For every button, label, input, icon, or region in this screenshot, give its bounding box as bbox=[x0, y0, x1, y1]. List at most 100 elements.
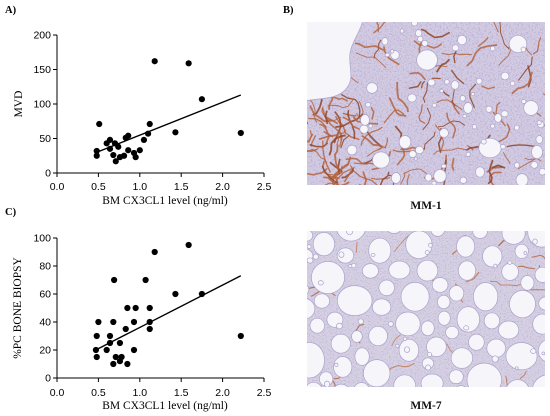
fat-cell bbox=[365, 102, 372, 108]
fat-cell bbox=[395, 311, 421, 337]
fat-cell bbox=[399, 28, 405, 34]
fat-cell bbox=[388, 260, 411, 280]
data-point bbox=[124, 360, 131, 368]
stained-vessel bbox=[383, 46, 400, 66]
fat-cell bbox=[462, 114, 467, 119]
stained-vessel bbox=[373, 39, 382, 59]
regression-line bbox=[98, 94, 242, 153]
fat-cell bbox=[538, 296, 545, 311]
x-tick-label: 0.0 bbox=[50, 387, 65, 399]
plot-area: 0 20 40 60 80 100 0.0 0.5 1.0 1.5 2.0 2.5 bbox=[33, 233, 271, 399]
fat-cell bbox=[416, 49, 438, 71]
data-point bbox=[146, 318, 153, 326]
fat-cell bbox=[457, 34, 467, 46]
fat-cell bbox=[468, 333, 485, 351]
fat-cell bbox=[307, 244, 312, 249]
fat-cell bbox=[370, 252, 376, 257]
fat-cell bbox=[403, 346, 411, 353]
stained-vessel bbox=[341, 94, 361, 118]
fat-cell bbox=[530, 348, 537, 354]
data-point bbox=[132, 304, 139, 312]
x-tick-label: 0.0 bbox=[50, 181, 65, 193]
fat-cell bbox=[530, 161, 539, 169]
fat-cell bbox=[333, 356, 353, 378]
fat-cell bbox=[520, 275, 535, 291]
fat-cell bbox=[466, 362, 502, 387]
data-point bbox=[185, 60, 192, 67]
data-point bbox=[130, 346, 138, 354]
fat-cell bbox=[408, 150, 417, 158]
data-point bbox=[130, 318, 138, 326]
fat-cell bbox=[424, 173, 433, 182]
stained-vessel bbox=[391, 334, 401, 347]
x-tick-label: 1.0 bbox=[132, 181, 147, 193]
stained-vessel bbox=[421, 28, 450, 39]
fat-cell bbox=[421, 39, 429, 47]
stained-vessel bbox=[327, 99, 354, 109]
fat-cell bbox=[475, 166, 485, 178]
stained-vessel bbox=[453, 50, 457, 64]
fat-cell bbox=[491, 355, 499, 363]
fat-cell bbox=[450, 347, 474, 369]
data-point bbox=[146, 304, 153, 312]
fat-cell bbox=[523, 250, 527, 255]
fat-cell bbox=[470, 92, 476, 97]
data-point bbox=[92, 346, 100, 354]
stained-vessel bbox=[337, 129, 347, 135]
fat-cell bbox=[336, 231, 366, 242]
fat-cell bbox=[387, 231, 401, 234]
stained-vessel bbox=[373, 22, 386, 34]
stained-vessel bbox=[307, 120, 308, 125]
fat-cell bbox=[371, 298, 392, 316]
stained-vessel bbox=[333, 144, 340, 171]
stained-vessel bbox=[343, 170, 352, 183]
fat-cell bbox=[400, 282, 430, 312]
fat-cell bbox=[537, 339, 545, 362]
data-point bbox=[106, 332, 114, 340]
stained-vessel bbox=[423, 131, 436, 150]
stained-vessel bbox=[466, 44, 498, 67]
stained-vessel bbox=[309, 142, 329, 148]
fat-cell bbox=[463, 102, 473, 114]
y-tick-label: 100 bbox=[33, 99, 51, 111]
fat-cell bbox=[523, 100, 539, 116]
panel-label-c: C) bbox=[5, 207, 17, 218]
fat-cell bbox=[426, 336, 447, 357]
stained-vessel bbox=[321, 165, 338, 184]
fat-cell bbox=[417, 35, 424, 43]
fat-cell bbox=[515, 366, 519, 370]
fat-cell bbox=[407, 93, 417, 103]
fat-cell bbox=[307, 284, 310, 295]
stained-vessel bbox=[489, 280, 524, 287]
marrow-cavity bbox=[307, 22, 363, 101]
fat-cell bbox=[534, 266, 545, 283]
stained-vessel bbox=[491, 164, 506, 169]
fat-cell bbox=[509, 290, 536, 319]
x-tick-label: 0.5 bbox=[91, 181, 106, 193]
fat-cell bbox=[536, 120, 542, 125]
fat-cell bbox=[420, 320, 435, 337]
stained-vessel bbox=[441, 52, 473, 56]
panel-label-a: A) bbox=[5, 5, 17, 16]
fat-cell bbox=[532, 238, 538, 245]
fat-cell bbox=[431, 180, 437, 185]
data-point bbox=[146, 120, 153, 128]
stained-vessel bbox=[362, 171, 368, 185]
data-point bbox=[125, 132, 132, 139]
fat-cell bbox=[457, 260, 477, 281]
fat-cell bbox=[330, 333, 351, 354]
fat-cell bbox=[482, 245, 503, 268]
y-tick-label: 60 bbox=[39, 289, 51, 301]
stained-vessel bbox=[524, 157, 542, 162]
stained-vessel bbox=[307, 168, 328, 176]
stained-vessel bbox=[309, 105, 338, 125]
fat-cell bbox=[483, 312, 500, 330]
fat-cell bbox=[372, 151, 390, 169]
stained-vessel bbox=[345, 157, 378, 166]
data-point bbox=[136, 147, 143, 154]
stained-vessel bbox=[358, 184, 361, 185]
x-tick-label: 1.0 bbox=[132, 387, 147, 399]
stained-vessel bbox=[518, 265, 535, 270]
x-axis-title: BM CX3CL1 level (ng/ml) bbox=[102, 400, 228, 412]
